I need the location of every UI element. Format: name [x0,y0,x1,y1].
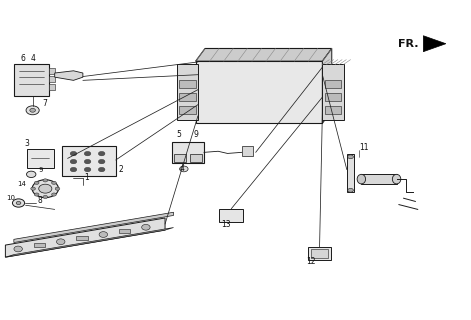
Text: 14: 14 [17,181,26,187]
Circle shape [14,246,23,252]
Bar [179,93,195,101]
Circle shape [348,155,353,159]
Circle shape [70,159,77,164]
Text: 2: 2 [118,165,123,174]
Circle shape [142,224,150,230]
Polygon shape [14,212,173,243]
Circle shape [348,188,353,192]
Polygon shape [322,49,332,123]
Bar [174,154,186,162]
Text: 4: 4 [179,164,184,173]
Text: 11: 11 [359,143,368,152]
Circle shape [31,187,35,190]
Text: 10: 10 [6,196,16,201]
Bar [49,68,55,74]
Polygon shape [423,36,446,52]
Ellipse shape [357,174,365,184]
Circle shape [70,151,77,156]
Text: 12: 12 [306,257,316,266]
Bar [179,80,195,88]
Bar [172,141,204,163]
Polygon shape [195,49,332,61]
Bar [49,84,55,90]
Circle shape [26,106,39,115]
Text: 5: 5 [177,130,182,139]
Circle shape [99,232,107,237]
Text: 13: 13 [221,220,231,229]
Bar [325,106,341,114]
Circle shape [84,151,91,156]
Polygon shape [5,228,173,257]
Circle shape [52,193,57,196]
Circle shape [43,179,48,182]
Polygon shape [361,174,397,184]
Circle shape [57,239,65,244]
Circle shape [98,159,105,164]
Circle shape [179,166,188,172]
Circle shape [30,108,35,112]
Circle shape [34,181,39,184]
Circle shape [43,196,48,198]
Bar [347,154,354,192]
Bar [34,244,45,247]
Bar [325,93,341,101]
Bar [325,80,341,88]
Text: 7: 7 [42,100,47,108]
Circle shape [39,184,52,193]
Circle shape [26,171,36,178]
Circle shape [98,167,105,172]
Text: 8: 8 [37,196,42,204]
Bar [119,229,130,233]
Bar [309,247,331,260]
Circle shape [84,167,91,172]
Bar [179,106,195,114]
Circle shape [12,199,24,207]
Bar [14,64,49,96]
Circle shape [55,187,60,190]
Bar [26,149,54,168]
Bar [190,154,202,162]
Text: 4: 4 [30,54,35,63]
Text: FR.: FR. [398,39,418,49]
Circle shape [70,167,77,172]
Bar [219,209,244,222]
Text: 6: 6 [21,54,26,63]
Text: 3: 3 [24,139,29,148]
Text: 1: 1 [84,173,89,182]
Bar [311,249,328,259]
Bar [49,76,55,82]
Bar [322,64,343,120]
Circle shape [52,181,57,184]
Bar [195,61,322,123]
Bar [177,64,198,120]
Circle shape [16,201,21,204]
Polygon shape [5,218,165,257]
Text: 9: 9 [38,167,43,173]
Bar [76,236,88,240]
Polygon shape [55,71,83,80]
Circle shape [32,180,58,197]
Ellipse shape [392,174,401,184]
Bar [242,146,253,156]
Bar [62,146,116,176]
Circle shape [34,193,39,196]
Text: 9: 9 [193,130,198,139]
Circle shape [84,159,91,164]
Circle shape [98,151,105,156]
